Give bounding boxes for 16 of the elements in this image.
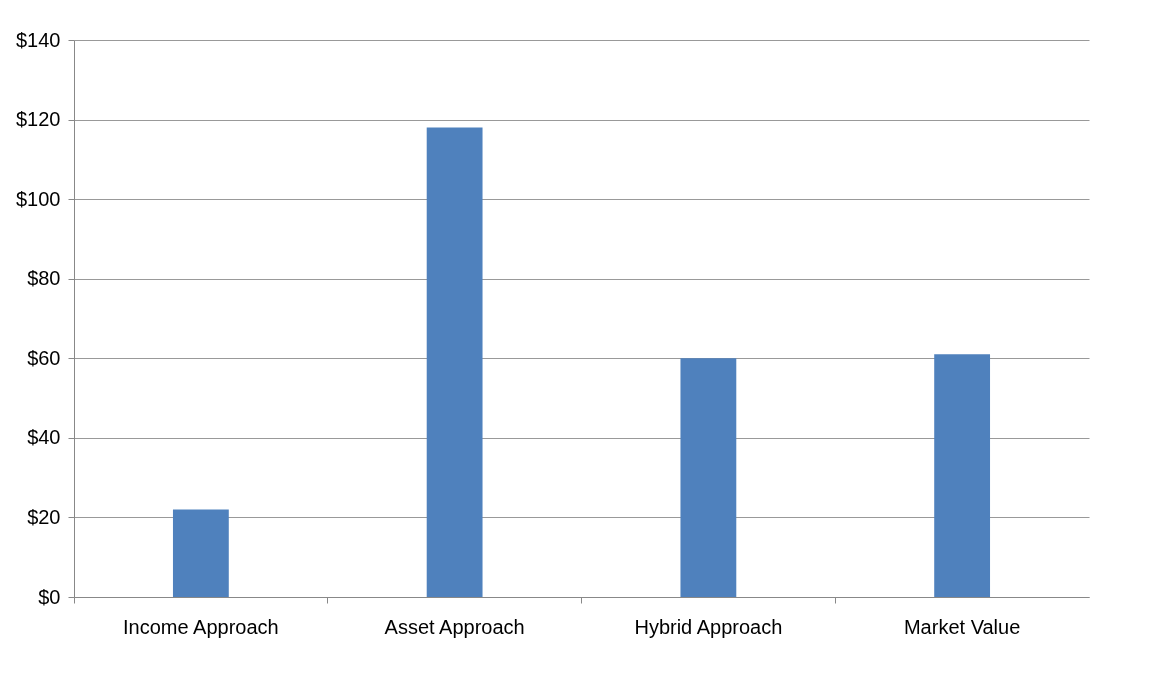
bar <box>426 127 483 597</box>
y-tick-label: $80 <box>27 267 61 290</box>
y-tick-label: $100 <box>16 187 61 210</box>
x-tick-label: Hybrid Approach <box>634 615 783 638</box>
bar <box>934 354 991 597</box>
y-tick-label: $140 <box>16 28 61 51</box>
y-tick-label: $0 <box>38 585 61 608</box>
y-tick-label: $60 <box>27 346 61 369</box>
y-tick-label: $20 <box>27 505 61 528</box>
y-tick-label: $40 <box>27 426 61 449</box>
x-tick-label: Market Value <box>903 615 1021 638</box>
x-tick-label: Income Approach <box>123 615 279 638</box>
x-tick-label: Asset Approach <box>384 615 525 638</box>
bar <box>172 509 229 597</box>
bar <box>680 358 737 597</box>
y-tick-label: $120 <box>16 108 61 131</box>
